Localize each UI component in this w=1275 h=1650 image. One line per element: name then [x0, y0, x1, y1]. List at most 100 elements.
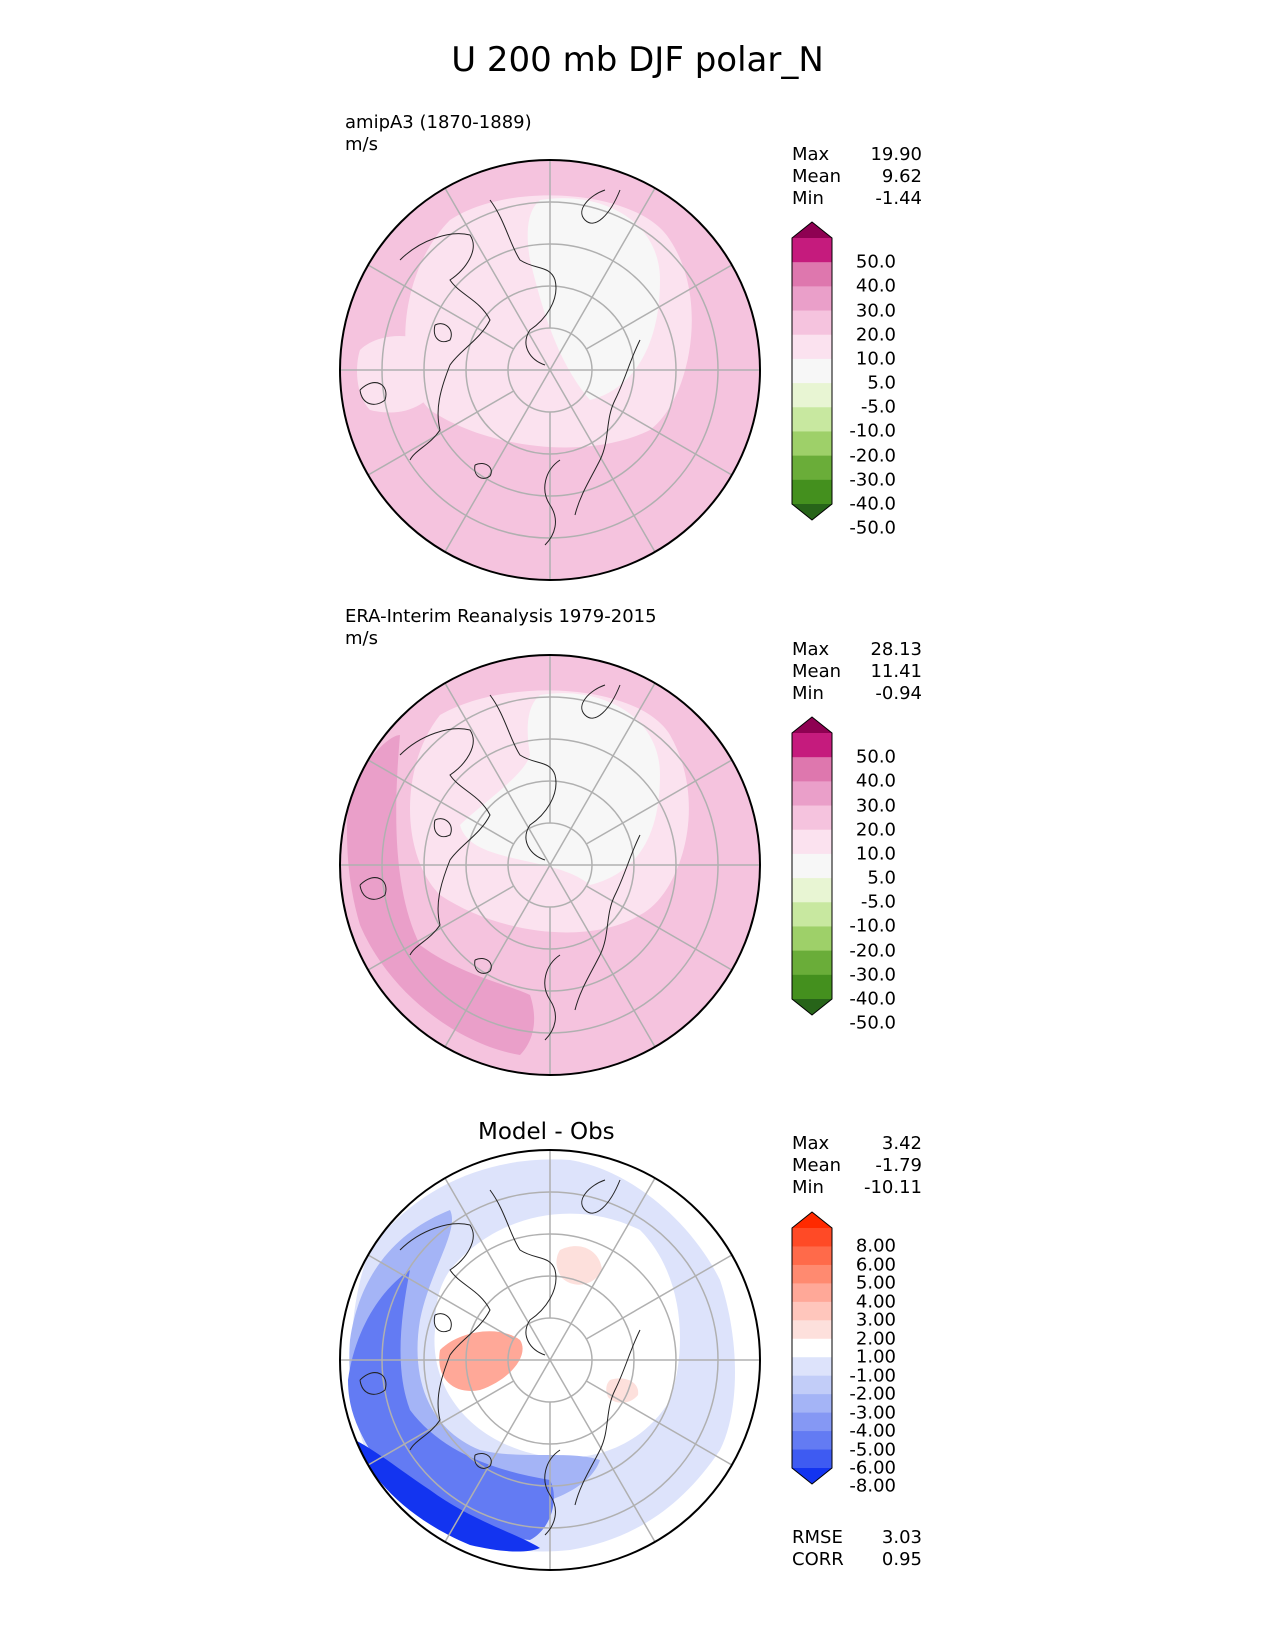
meridian-line — [367, 390, 515, 476]
meridian-line — [585, 885, 733, 971]
meridian-line — [549, 333, 572, 371]
meridian-line — [444, 405, 530, 553]
model-stat-min: Min -1.44 — [792, 188, 922, 209]
colorbar-bin — [792, 238, 832, 263]
colorbar-tick-label: 10.0 — [855, 348, 896, 370]
model-name: amipA3 (1870-1889) — [345, 112, 532, 133]
colorbar-tick-label: -30.0 — [849, 469, 896, 491]
meridian-line — [570, 682, 656, 830]
colorbar-tick-label: -6.00 — [849, 1457, 896, 1479]
meridian-line — [444, 900, 530, 1048]
colorbar-extend-top — [792, 222, 832, 238]
coastline — [544, 459, 561, 546]
diff-stat-mean: Mean -1.79 — [792, 1155, 922, 1176]
colorbar-tick-label: -40.0 — [849, 988, 896, 1010]
coastline — [574, 834, 641, 1011]
map-field — [340, 655, 760, 1075]
meridian-line — [444, 1395, 530, 1543]
obs-panel-label: ERA-Interim Reanalysis 1979-2015 m/s — [345, 606, 657, 650]
colorbar-tick-label: 1.00 — [855, 1346, 896, 1368]
obs-colorbar-labels: 50.0 40.0 30.0 20.0 10.0 5.0 -5.0 -10.0 -20.0 -30… — [836, 717, 896, 1034]
colorbar-tick-label: 5.0 — [867, 867, 896, 889]
colorbar-tick-label: -5.0 — [860, 396, 896, 418]
model-panel-label: amipA3 (1870-1889) m/s — [345, 112, 532, 156]
colorbar-bin — [792, 926, 832, 952]
coastline — [399, 728, 491, 956]
meridian-line — [585, 1380, 733, 1466]
colorbar-bin — [792, 853, 832, 879]
meridian-line — [528, 1323, 551, 1361]
meridian-line — [367, 885, 515, 971]
meridian-line — [570, 1177, 656, 1325]
meridian-line — [444, 187, 530, 335]
meridian-line — [570, 1395, 656, 1543]
obs-stat-mean: Mean 11.41 — [792, 661, 922, 682]
meridian-line — [585, 264, 733, 350]
colorbar-tick-label: -10.0 — [849, 420, 896, 442]
colorbar-outline — [791, 716, 833, 1016]
colorbar-bin — [792, 310, 832, 336]
coastline — [581, 684, 621, 719]
model-stat-mean: Mean 9.62 — [792, 166, 922, 187]
colorbar-bin — [792, 878, 832, 903]
coastline — [474, 957, 492, 974]
colorbar-tick-label: 5.00 — [855, 1272, 896, 1294]
colorbar-extend-top — [792, 1212, 832, 1228]
meridian-line — [528, 1359, 551, 1397]
colorbar-tick-label: 30.0 — [855, 300, 896, 322]
coastline — [489, 694, 557, 861]
meridian-line — [367, 1254, 515, 1340]
colorbar-bin — [792, 902, 832, 928]
coastline — [359, 382, 387, 405]
coastline — [489, 1189, 557, 1356]
meridian-line — [570, 405, 656, 553]
coastline — [581, 1179, 621, 1214]
colorbar-bin — [792, 974, 832, 1000]
field-contour-region — [556, 1246, 602, 1285]
meridian-line — [367, 1380, 515, 1466]
meridian-line — [549, 369, 572, 407]
colorbar-tick-label: -1.00 — [849, 1365, 896, 1387]
colorbar-bin — [792, 479, 832, 505]
map-field — [340, 1150, 760, 1570]
coastline — [359, 1372, 387, 1395]
meridian-line — [549, 1323, 572, 1361]
model-colorbar-labels: 50.0 40.0 30.0 20.0 10.0 5.0 -5.0 -10.0 -20.0 -30… — [836, 222, 896, 539]
diff-stat-rmse: RMSE 3.03 — [792, 1527, 922, 1548]
colorbar-bin — [792, 455, 832, 481]
coastline — [433, 1313, 452, 1333]
meridian-line — [444, 682, 530, 830]
colorbar-bin — [792, 383, 832, 408]
field-contour-region — [355, 1440, 540, 1552]
meridian-line — [549, 1359, 572, 1397]
meridian-line — [585, 759, 733, 845]
diff-extra-stats: RMSE 3.03 CORR 0.95 — [792, 1527, 922, 1571]
colorbar-bin — [792, 286, 832, 312]
colorbar-bin — [792, 1394, 832, 1414]
colorbar-bin — [792, 1264, 832, 1284]
colorbar-tick-label: 5.0 — [867, 372, 896, 394]
colorbar-bin — [792, 407, 832, 433]
colorbar-tick-label: 20.0 — [855, 324, 896, 346]
colorbar-tick-label: 30.0 — [855, 795, 896, 817]
figure-title: U 200 mb DJF polar_N — [451, 40, 824, 80]
colorbar-tick-label: 10.0 — [855, 843, 896, 865]
obs-polar-map — [339, 654, 761, 1076]
meridian-line — [585, 390, 733, 476]
colorbar-outline — [791, 221, 833, 521]
colorbar-bin — [792, 1246, 832, 1266]
obs-units: m/s — [345, 628, 378, 649]
obs-stat-min: Min -0.94 — [792, 683, 922, 704]
colorbar-tick-label: -8.00 — [849, 1475, 896, 1497]
colorbar-bin — [792, 1431, 832, 1451]
obs-stat-max: Max 28.13 — [792, 639, 922, 660]
model-colorbar — [791, 221, 833, 521]
coastline — [433, 818, 452, 838]
colorbar-tick-label: 4.00 — [855, 1291, 896, 1313]
coastline — [399, 1223, 491, 1451]
diff-stat-max: Max 3.42 — [792, 1133, 922, 1154]
diff-panel-title: Model - Obs — [478, 1119, 615, 1145]
colorbar-bin — [792, 1412, 832, 1432]
colorbar-bin — [792, 950, 832, 976]
colorbar-tick-label: 20.0 — [855, 819, 896, 841]
